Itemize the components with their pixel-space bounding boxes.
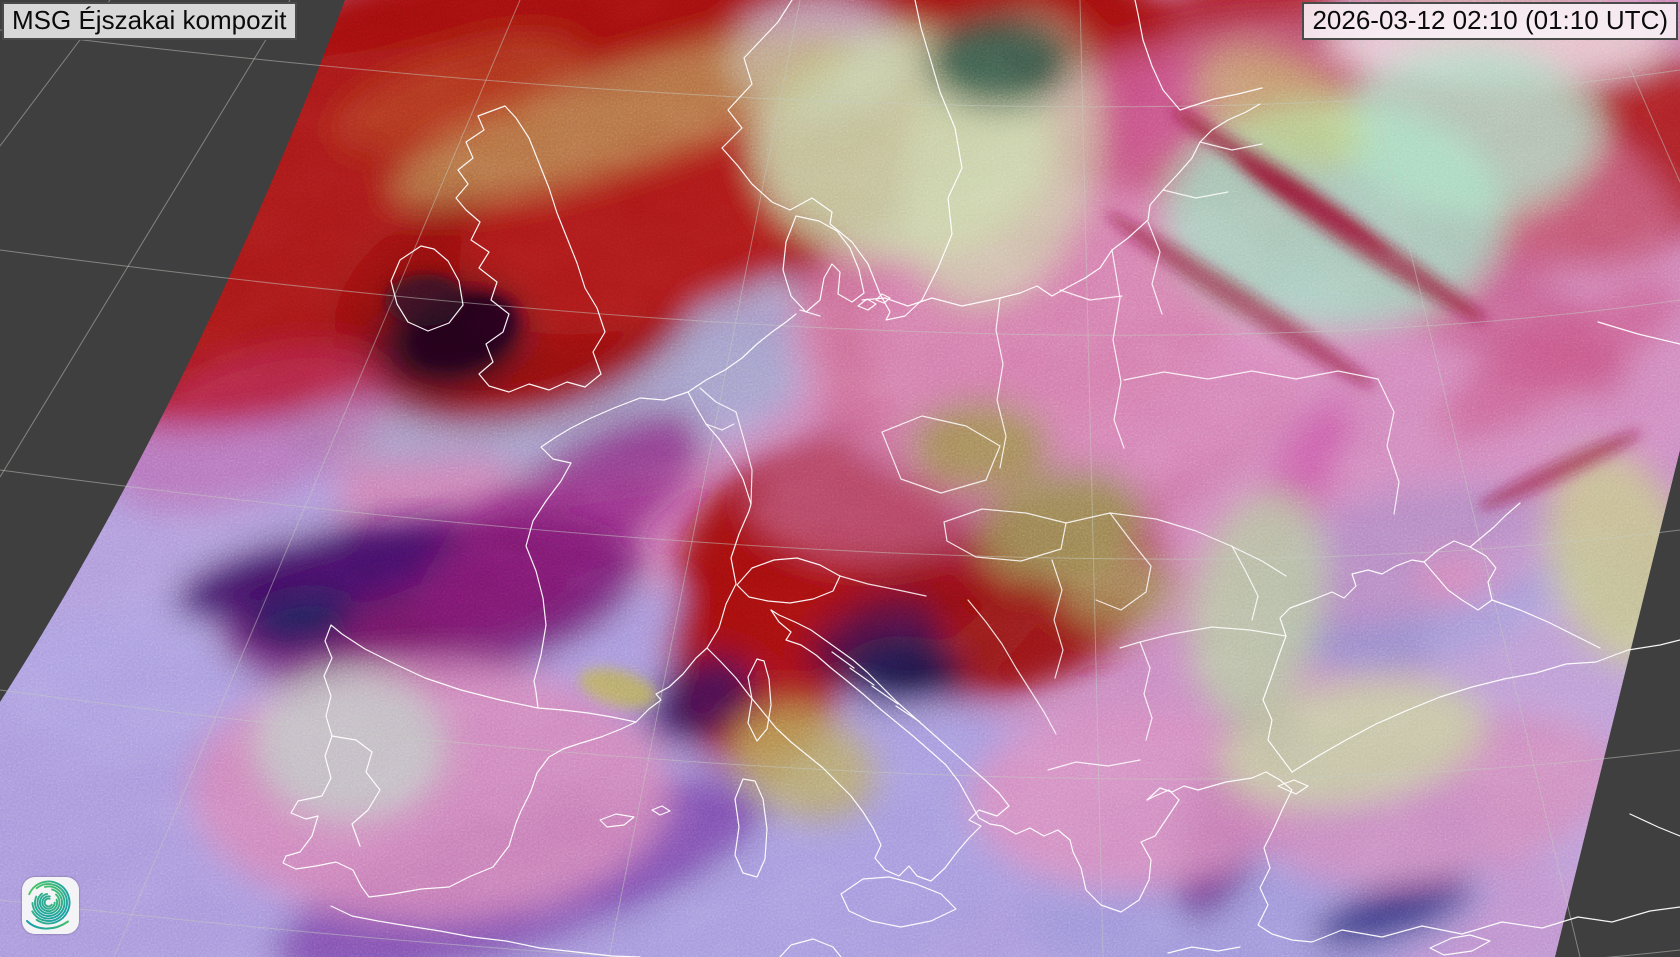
product-label: MSG Éjszakai kompozit (2, 2, 297, 40)
timestamp-label: 2026-03-12 02:10 (01:10 UTC) (1302, 2, 1678, 40)
hungaromet-logo (22, 877, 79, 934)
spiral-logo-icon (26, 880, 71, 930)
country-borders (282, 0, 1680, 957)
